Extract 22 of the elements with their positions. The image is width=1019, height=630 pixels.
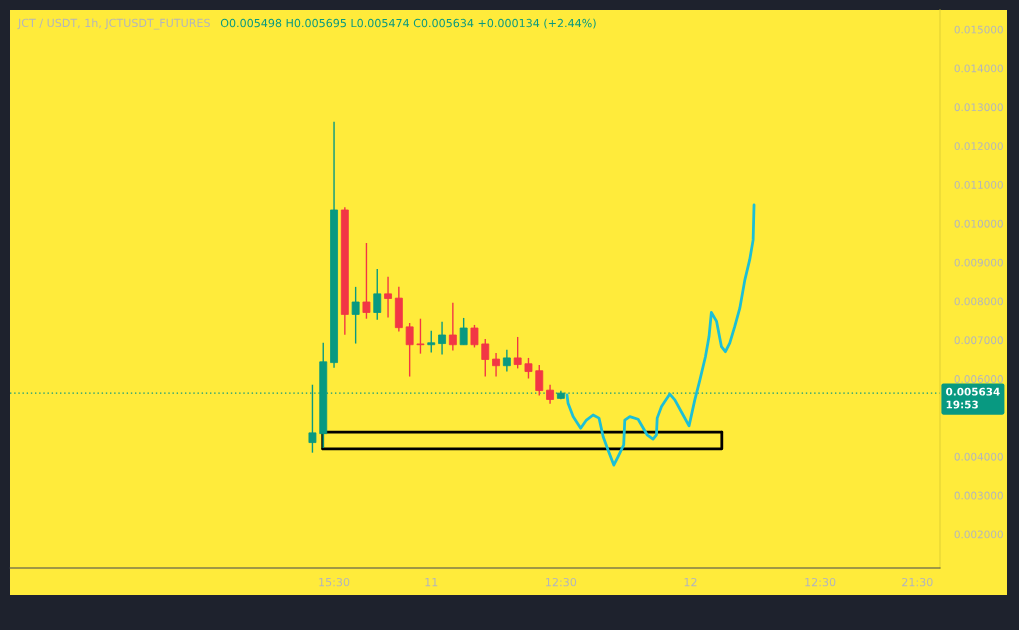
x-tick-label: 21:30 xyxy=(902,577,933,587)
y-tick-label: 0.009000 xyxy=(954,258,1003,267)
x-tick-label: 15:30 xyxy=(319,577,350,587)
y-tick-label: 0.003000 xyxy=(954,491,1003,500)
y-tick-label: 0.006000 xyxy=(954,375,1003,383)
y-tick-label: 0.014000 xyxy=(954,64,1003,73)
y-tick-label: 0.008000 xyxy=(954,297,1003,306)
x-tick-label: 12:30 xyxy=(546,577,577,587)
y-tick-label: 0.007000 xyxy=(954,336,1003,345)
y-tick-label: 0.004000 xyxy=(954,452,1003,461)
x-tick-label: 11 xyxy=(425,578,438,587)
text: O0.005498 H0.005695 L0.005474 C0.005634 +0.000134 (+2.44%) xyxy=(220,18,596,29)
y-tick-label: 0.013000 xyxy=(954,103,1003,112)
x-tick-label: 12:30 xyxy=(805,577,836,587)
y-tick-label: 0.002000 xyxy=(954,530,1003,539)
ref-line-label: 0.005634 19:53 xyxy=(946,387,1000,409)
text: JCT / USDT, 1h, JCTUSDT_FUTURES xyxy=(17,18,210,30)
y-tick-label: 0.015000 xyxy=(954,25,1003,34)
y-tick-label: 0.010000 xyxy=(954,219,1003,228)
x-tick-label: 12 xyxy=(684,577,697,587)
y-tick-label: 0.012000 xyxy=(954,142,1003,151)
y-tick-label: 0.011000 xyxy=(954,180,1003,189)
